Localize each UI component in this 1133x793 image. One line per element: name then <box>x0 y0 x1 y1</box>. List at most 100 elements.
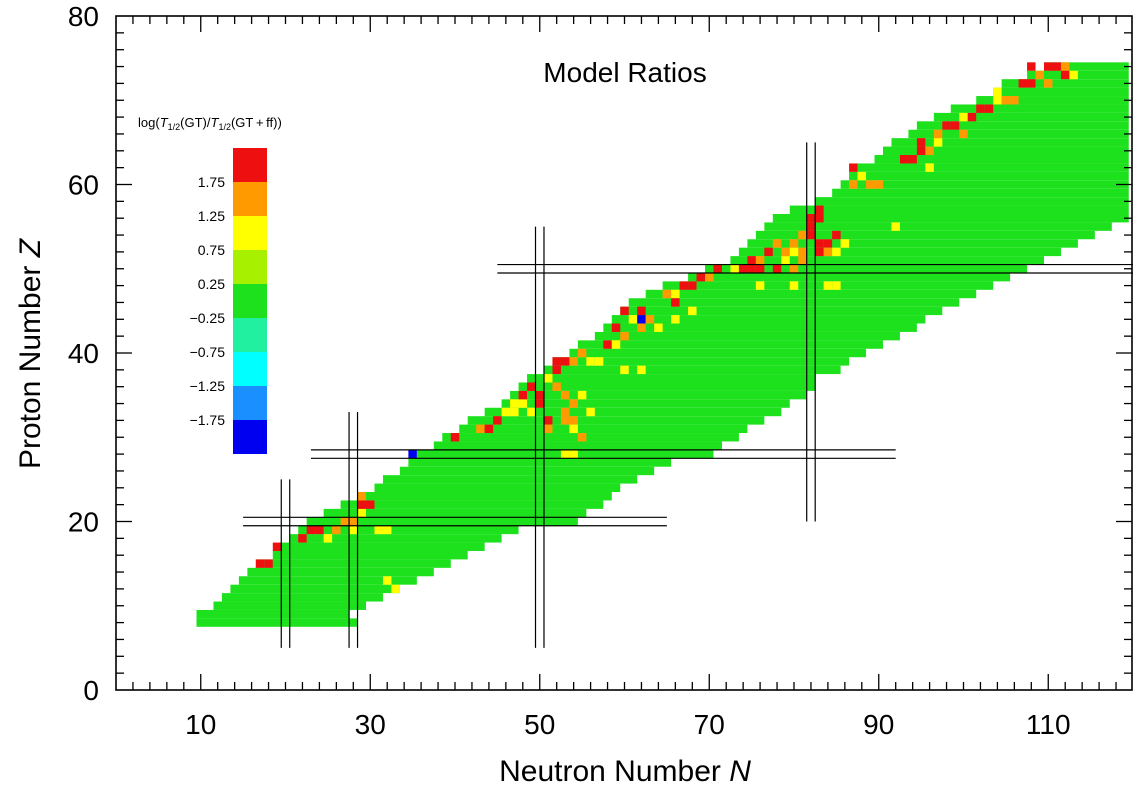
nuclide-cell <box>747 256 756 265</box>
nuclide-cell <box>535 399 544 408</box>
nuclide-row <box>882 146 1129 156</box>
nuclide-cell <box>823 247 833 257</box>
nuclide-cell <box>501 407 511 417</box>
legend: log(T1/2(GT)/T1/2(GT + ff)) 1.75 1.25 0.75 0… <box>138 115 282 454</box>
nuclide-cell <box>823 239 833 248</box>
nuclide-cell <box>772 264 782 273</box>
nuclide-cell <box>849 180 858 189</box>
y-tick-label: 40 <box>68 338 99 369</box>
nuclide-cell <box>315 525 324 535</box>
nuclide-cell <box>781 256 790 265</box>
nuclide-cell <box>510 407 519 417</box>
nuclide-row <box>891 138 1129 147</box>
nuclide-cell <box>357 492 367 501</box>
nuclide-cell <box>730 264 739 273</box>
nuclide-row <box>688 272 1011 282</box>
legend-tick-label: 1.75 <box>198 174 225 190</box>
legend-swatch <box>233 216 267 250</box>
nuclide-cell <box>654 323 663 332</box>
nuclide-cell <box>594 357 604 366</box>
nuclide-cell <box>738 264 748 273</box>
legend-tick-label: −1.25 <box>190 378 226 394</box>
nuclide-row <box>230 584 400 594</box>
nuclide-cell <box>493 416 502 425</box>
nuclide-cell <box>543 424 553 434</box>
nuclide-row <box>552 357 850 366</box>
nuclide-cell <box>713 264 722 273</box>
nuclide-cell <box>679 281 689 290</box>
nuclide-row <box>323 508 587 518</box>
nuclide-row <box>196 618 358 627</box>
x-axis-label-text: Neutron Number <box>499 755 721 788</box>
nuclide-row <box>755 230 1095 240</box>
nuclide-row <box>382 475 638 484</box>
nuclide-cell <box>620 331 629 341</box>
nuclide-cell <box>908 155 917 164</box>
nuclide-cell <box>527 407 536 417</box>
nuclide-cell <box>806 213 816 223</box>
nuclide-cell <box>840 239 850 248</box>
nuclide-cell <box>645 315 655 324</box>
legend-swatch <box>233 386 267 420</box>
nuclide-cell <box>1069 70 1078 80</box>
nuclide-row <box>467 416 765 425</box>
nuclide-cell <box>789 264 799 273</box>
nuclide-cell <box>772 239 782 248</box>
nuclide-cell <box>1001 96 1011 105</box>
nuclide-cell <box>815 239 824 248</box>
nuclide-row <box>772 213 1129 223</box>
nuclide-cell <box>637 365 646 375</box>
nuclide-cell <box>993 96 1002 105</box>
nuclide-row <box>849 171 1129 181</box>
nuclide-cell <box>349 517 358 526</box>
nuclide-row <box>1044 62 1129 71</box>
nuclide-cell <box>671 315 680 324</box>
nuclide-cell <box>950 121 960 130</box>
x-axis-label-symbol: N <box>729 755 751 788</box>
nuclide-cell <box>857 171 867 181</box>
legend-swatch <box>233 182 267 216</box>
chart-title: Model Ratios <box>543 57 706 88</box>
nuclide-cell <box>510 399 519 408</box>
nuclide-cell <box>959 112 968 122</box>
y-tick-label: 0 <box>83 675 99 706</box>
nuclide-cell <box>518 399 528 408</box>
nuclide-cell <box>1018 79 1028 88</box>
nuclide-cell <box>755 281 765 290</box>
nuclide-row <box>645 289 977 299</box>
nuclide-cell <box>586 407 595 417</box>
nuclide-cell <box>366 500 375 509</box>
nuclide-cell <box>349 525 358 535</box>
nuclide-cell <box>577 390 587 400</box>
nuclide-cell <box>569 424 578 434</box>
nuclide-row <box>628 298 960 307</box>
nuclide-cell <box>1027 62 1036 71</box>
nuclide-row <box>993 87 1129 97</box>
nuclide-row <box>298 525 519 535</box>
nuclide-row <box>611 315 926 324</box>
legend-swatch <box>233 148 267 182</box>
nuclide-cell <box>357 500 367 509</box>
nuclide-cell <box>984 104 994 113</box>
legend-swatch <box>233 352 267 386</box>
nuclide-row <box>543 365 841 375</box>
nuclide-row <box>518 382 816 391</box>
nuclide-cell <box>798 256 807 265</box>
nuclide-cell <box>832 247 841 257</box>
legend-swatch <box>233 318 267 352</box>
nuclide-row <box>705 264 1028 273</box>
nuclide-cell <box>552 382 561 391</box>
nuclide-cell <box>637 323 646 332</box>
nuclide-row <box>577 340 883 349</box>
nuclide-row <box>255 559 451 568</box>
nuclide-row <box>950 104 1129 113</box>
nuclide-cell <box>1035 70 1045 80</box>
nuclide-cell <box>933 129 943 139</box>
y-axis-label-text: Proton Number <box>14 266 47 469</box>
nuclide-cell <box>527 382 536 391</box>
nuclide-cell <box>916 146 926 156</box>
nuclide-cell <box>560 416 570 425</box>
x-tick-label: 50 <box>524 709 555 740</box>
nuclide-cell <box>340 517 350 526</box>
